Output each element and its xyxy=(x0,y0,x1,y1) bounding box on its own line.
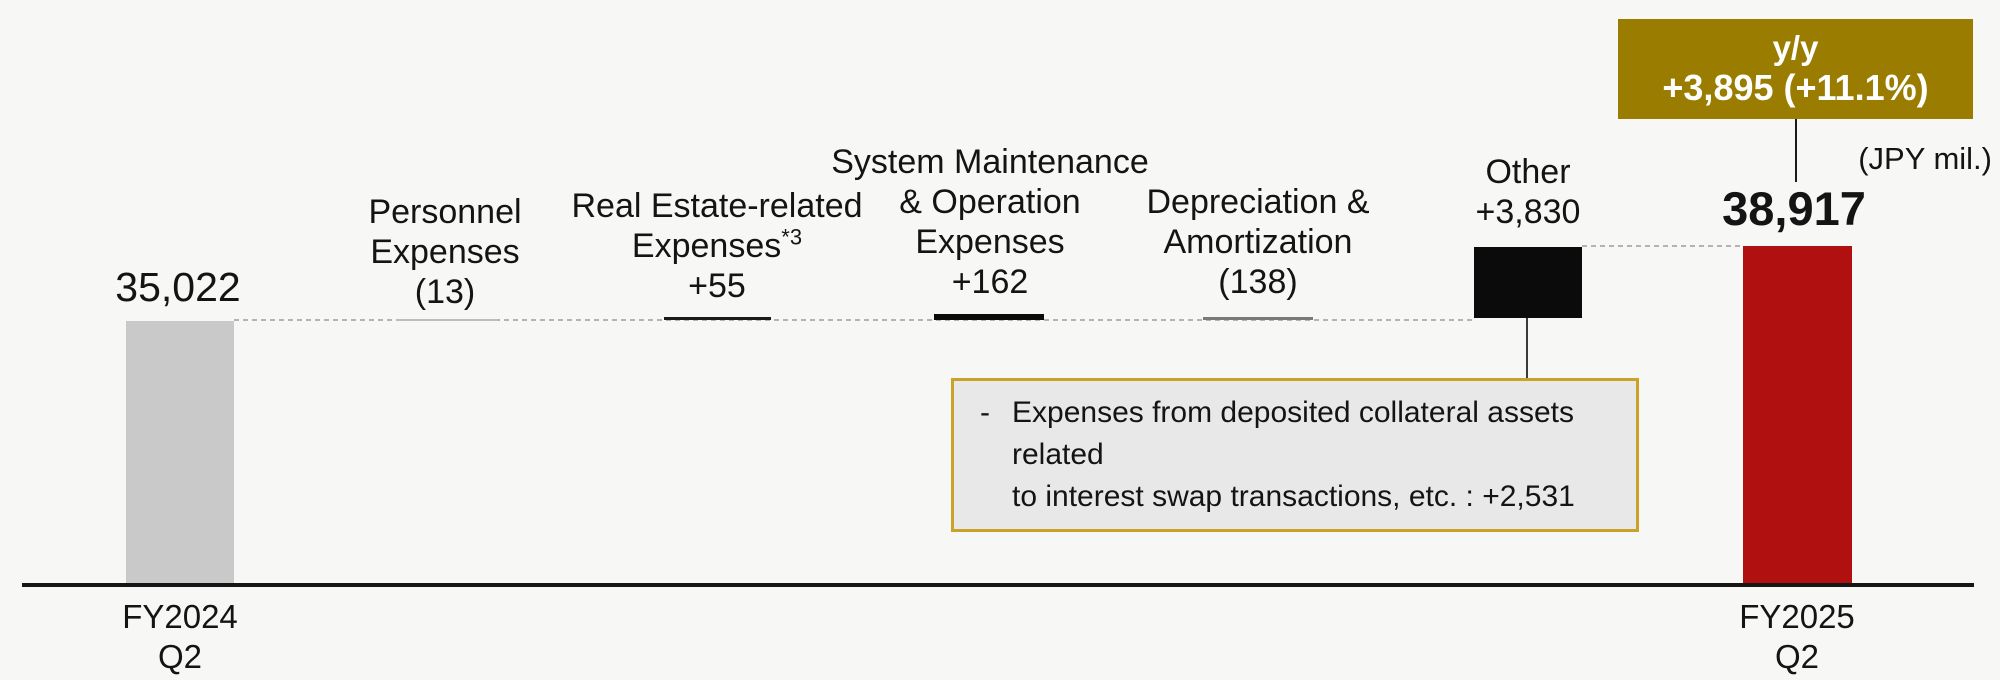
callout-box: - Expenses from deposited collateral ass… xyxy=(951,378,1639,532)
yoy-badge-value: +3,895 (+11.1%) xyxy=(1662,67,1929,108)
callout-content: - Expenses from deposited collateral ass… xyxy=(954,392,1636,518)
callout-text: Expenses from deposited collateral asset… xyxy=(1012,392,1616,518)
unit-label: (JPY mil.) xyxy=(1858,141,1992,176)
dotted-connector-baseline xyxy=(234,319,1474,321)
category-line: Depreciation & xyxy=(1146,183,1370,221)
category-line: Expenses xyxy=(370,233,520,271)
start-value-label: 35,022 xyxy=(115,264,241,310)
footnote-marker: *3 xyxy=(781,224,803,250)
category-label-system: System Maintenance & Operation Expenses … xyxy=(831,142,1149,302)
axis-label-line: Q2 xyxy=(1774,638,1820,675)
dotted-connector-top xyxy=(1582,245,1743,247)
callout-bullet: - xyxy=(980,396,990,429)
category-line: Personnel xyxy=(368,193,522,231)
axis-label-fy2024-q2: FY2024 Q2 xyxy=(122,597,238,677)
category-line-text: Expenses xyxy=(631,227,782,265)
axis-label-line: FY2025 xyxy=(1739,598,1855,635)
category-line: System Maintenance xyxy=(831,143,1149,181)
category-value: +3,830 xyxy=(1475,193,1581,231)
start-total-bar xyxy=(126,321,234,583)
category-line: Amortization xyxy=(1163,223,1353,261)
yoy-badge-title: y/y xyxy=(1772,29,1819,66)
yoy-badge-connector-line xyxy=(1795,119,1797,182)
callout-text-line2: to interest swap transactions, etc. : +2… xyxy=(1012,480,1575,513)
category-line: Expenses*3 xyxy=(571,226,862,266)
category-value: (13) xyxy=(414,273,476,311)
real-estate-delta-tick xyxy=(664,317,771,320)
x-axis-line xyxy=(22,583,1974,587)
end-value-label: 38,917 xyxy=(1722,182,1866,235)
category-label-other: Other +3,830 xyxy=(1476,152,1581,232)
axis-label-fy2025-q2: FY2025 Q2 xyxy=(1739,597,1855,677)
end-total-bar xyxy=(1743,246,1852,583)
category-line: Expenses xyxy=(915,223,1065,261)
callout-text-line1: Expenses from deposited collateral asset… xyxy=(1012,396,1574,471)
category-label-real-estate: Real Estate-related Expenses*3 +55 xyxy=(571,186,862,306)
category-label-personnel: Personnel Expenses (13) xyxy=(368,192,521,312)
other-delta-bar xyxy=(1474,247,1582,318)
depreciation-delta-tick xyxy=(1203,317,1313,320)
category-label-depreciation: Depreciation & Amortization (138) xyxy=(1146,182,1369,302)
axis-label-line: Q2 xyxy=(157,638,203,675)
category-value: +162 xyxy=(951,263,1029,301)
yoy-badge: y/y +3,895 (+11.1%) xyxy=(1618,19,1973,119)
category-value: +55 xyxy=(688,267,746,305)
category-line: Real Estate-related xyxy=(571,187,863,225)
personnel-delta-tick xyxy=(397,319,498,321)
callout-connector-line xyxy=(1526,318,1528,378)
category-line: Other xyxy=(1485,153,1571,191)
axis-label-line: FY2024 xyxy=(122,598,238,635)
system-delta-tick xyxy=(934,314,1044,320)
category-value: (138) xyxy=(1218,263,1298,301)
category-line: & Operation xyxy=(899,183,1081,221)
